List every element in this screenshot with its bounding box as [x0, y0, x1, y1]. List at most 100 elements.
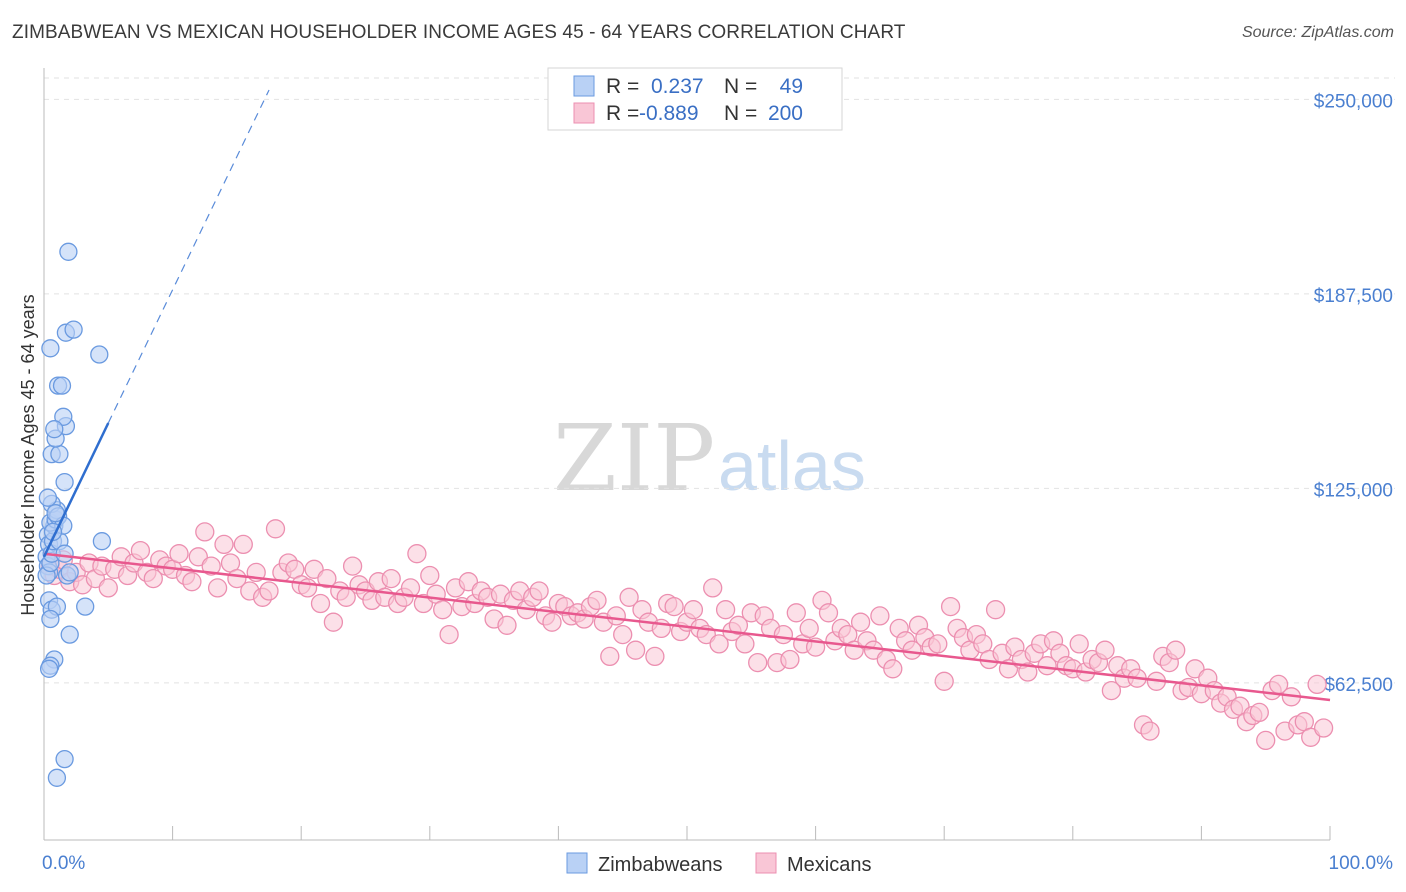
mexican-point-77 — [529, 581, 549, 601]
x-tick-label-start: 0.0% — [42, 853, 85, 874]
mexican-point-119 — [799, 618, 819, 639]
mexican-point-95 — [645, 646, 665, 667]
mexican-point-43 — [310, 593, 331, 614]
y-tick-label-3: $250,000 — [1314, 91, 1393, 112]
legend-r-value-2: -0.889 — [639, 102, 699, 125]
mexican-point-148 — [985, 600, 1006, 620]
legend-n-value-2: 200 — [768, 102, 803, 125]
mexican-point-122 — [818, 603, 839, 623]
y-tick-label-1: $125,000 — [1314, 480, 1393, 501]
mexican-point-161 — [1069, 634, 1089, 654]
mexicans-legend-label: Mexicans — [787, 854, 871, 876]
zimbabweans-points — [37, 242, 112, 787]
stats-legend: R = 0.237 N = 49 R = -0.889 N = 200 — [547, 67, 843, 131]
mexican-point-91 — [619, 587, 639, 607]
zimbabwean-point-18 — [55, 544, 74, 563]
mexican-point-199 — [1313, 718, 1334, 738]
mexican-point-23 — [182, 572, 202, 592]
zimbabwean-point-47 — [47, 768, 67, 787]
mexican-point-111 — [748, 652, 768, 673]
zimbabwean-point-43 — [55, 472, 74, 492]
watermark: ZIP atlas — [553, 405, 866, 512]
mexican-point-41 — [297, 578, 318, 598]
mexican-point-88 — [600, 646, 620, 667]
mexican-point-90 — [613, 624, 633, 645]
mexicans-swatch — [755, 852, 777, 874]
mexican-point-132 — [883, 659, 903, 679]
legend-r-label-1: R = — [606, 75, 639, 98]
zimbabwean-point-42 — [59, 242, 78, 261]
mexican-point-98 — [664, 596, 684, 617]
mexican-point-106 — [715, 600, 736, 620]
mexican-point-26 — [201, 556, 221, 576]
mexican-point-54 — [381, 568, 401, 589]
mexican-point-140 — [934, 671, 954, 691]
mexican-point-72 — [497, 615, 517, 635]
zimbabwean-point-34 — [54, 407, 73, 426]
zimbabwean-point-26 — [60, 625, 79, 644]
mexican-point-27 — [207, 578, 228, 598]
mexican-point-108 — [728, 615, 749, 635]
mexican-point-104 — [703, 578, 723, 598]
zimbabwean-point-25 — [41, 609, 60, 629]
legend-n-label-1: N = — [724, 75, 757, 98]
trend-lines — [42, 89, 1331, 702]
mexican-point-58 — [407, 544, 427, 564]
watermark-zip: ZIP — [553, 405, 715, 512]
zimbabwean-point-37 — [52, 376, 72, 395]
stats-legend-box — [547, 67, 843, 131]
zimbabweans-trend-line — [42, 422, 110, 558]
mexican-point-15 — [130, 540, 151, 561]
mexican-point-17 — [143, 568, 163, 589]
zimbabwean-point-31 — [50, 444, 69, 464]
mexican-point-109 — [735, 634, 755, 654]
mexican-point-116 — [780, 649, 800, 670]
zimbabwean-point-29 — [39, 659, 59, 678]
mexican-point-28 — [214, 534, 234, 555]
mexican-point-24 — [188, 547, 208, 567]
mexican-point-130 — [870, 606, 890, 626]
mexican-point-44 — [317, 568, 337, 589]
zimbabweans-legend-swatch — [573, 75, 595, 97]
mexican-point-189 — [1249, 702, 1269, 723]
mexican-point-117 — [786, 603, 806, 623]
mexican-point-63 — [439, 624, 459, 645]
mexican-point-48 — [342, 556, 363, 576]
mexican-point-172 — [1140, 721, 1160, 741]
legend-n-value-1: 49 — [780, 75, 803, 98]
zimbabwean-point-24 — [76, 597, 95, 616]
zimbabwean-point-15 — [38, 488, 58, 507]
watermark-atlas: atlas — [718, 427, 866, 505]
y-tick-label-2: $187,500 — [1314, 286, 1393, 307]
chart-title: ZIMBABWEAN VS MEXICAN HOUSEHOLDER INCOME… — [12, 22, 906, 43]
zimbabwean-point-20 — [60, 563, 79, 582]
mexicans-legend-swatch — [573, 102, 595, 124]
mexican-point-141 — [940, 596, 961, 617]
mexican-point-10 — [98, 578, 118, 598]
mexican-point-198 — [1307, 674, 1327, 695]
mexican-point-105 — [709, 634, 729, 654]
zimbabweans-legend-label: Zimbabweans — [598, 854, 723, 876]
zimbabwean-point-46 — [55, 749, 74, 769]
source-credit: Source: ZipAtlas.com — [1241, 24, 1394, 41]
mexican-point-21 — [169, 544, 189, 564]
mexican-point-35 — [259, 581, 279, 601]
mexicans-trend-line — [43, 552, 1331, 702]
mexican-point-153 — [1018, 662, 1038, 682]
mexican-point-31 — [233, 534, 253, 555]
zimbabwean-point-38 — [41, 339, 60, 358]
mexican-point-176 — [1166, 640, 1186, 660]
mexican-point-197 — [1301, 727, 1321, 747]
y-tick-label-0: $62,500 — [1324, 675, 1393, 696]
mexican-point-139 — [928, 634, 948, 654]
zimbabwean-point-45 — [92, 532, 112, 551]
mexican-point-36 — [265, 519, 286, 539]
mexican-point-60 — [420, 565, 440, 586]
mexican-point-45 — [323, 612, 344, 632]
mexican-point-127 — [850, 612, 871, 632]
mexican-point-25 — [195, 522, 215, 542]
mexican-point-166 — [1101, 680, 1122, 701]
mexican-point-86 — [587, 590, 607, 611]
legend-r-label-2: R = — [606, 102, 639, 125]
mexican-point-115 — [773, 624, 794, 645]
